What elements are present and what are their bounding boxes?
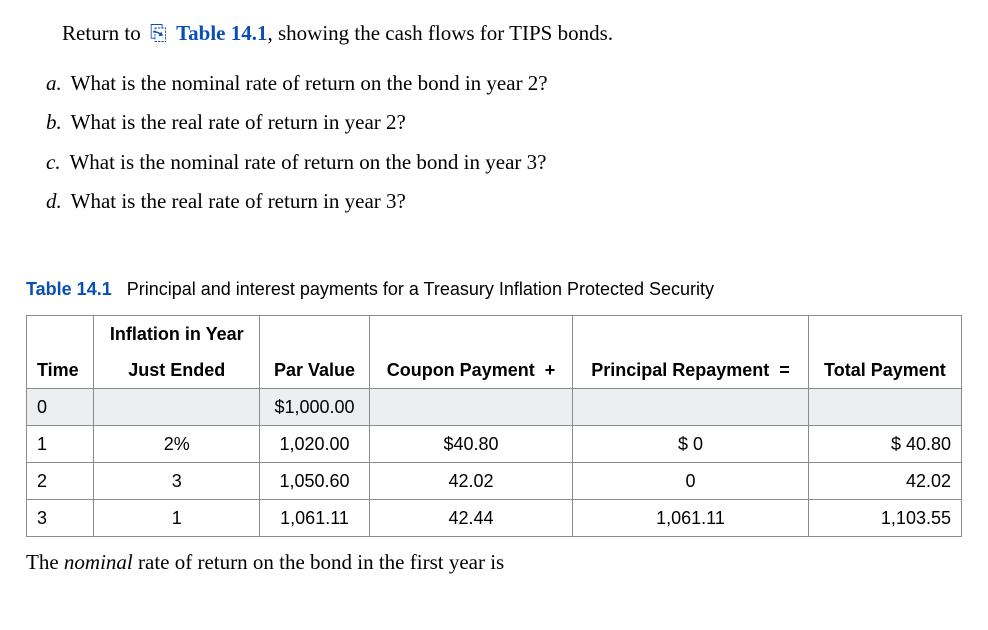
intro-sentence: Return to ⎘ Table 14.1, showing the cash… [62, 18, 962, 50]
question-line: c. What is the nominal rate of return on… [46, 147, 962, 179]
cell-total: 1,103.55 [808, 499, 961, 536]
table-caption: Table 14.1 Principal and interest paymen… [26, 276, 962, 303]
th-coupon: Coupon Payment + [369, 315, 572, 388]
cell-par: 1,050.60 [260, 462, 370, 499]
cell-total [808, 388, 961, 425]
cell-total: 42.02 [808, 462, 961, 499]
cell-time: 3 [27, 499, 94, 536]
cell-principal: $ 0 [573, 425, 809, 462]
question-text: What is the real rate of return in year … [66, 189, 406, 213]
plus-symbol: + [545, 360, 556, 380]
question-letter: d. [46, 189, 62, 213]
th-infl-l1: Inflation in Year [94, 315, 260, 352]
cell-par: $1,000.00 [260, 388, 370, 425]
question-text: What is the nominal rate of return on th… [65, 150, 547, 174]
cell-inflation: 1 [94, 499, 260, 536]
question-letter: c. [46, 150, 61, 174]
cell-time: 1 [27, 425, 94, 462]
footer-pre: The [26, 550, 64, 574]
cell-coupon: $40.80 [369, 425, 572, 462]
question-line: a. What is the nominal rate of return on… [46, 68, 962, 100]
th-coupon-text: Coupon Payment [387, 360, 535, 380]
table-link[interactable]: Table 14.1 [176, 21, 267, 45]
question-text: What is the nominal rate of return on th… [66, 71, 548, 95]
cell-time: 2 [27, 462, 94, 499]
cell-total: $ 40.80 [808, 425, 961, 462]
footer-ital: nominal [64, 550, 133, 574]
question-text: What is the real rate of return in year … [66, 110, 406, 134]
eq-symbol: = [779, 360, 790, 380]
table-row: 311,061.1142.441,061.111,103.55 [27, 499, 962, 536]
footer-sentence: The nominal rate of return on the bond i… [26, 547, 962, 579]
table-row: 231,050.6042.02042.02 [27, 462, 962, 499]
th-par: Par Value [260, 315, 370, 388]
cell-inflation: 3 [94, 462, 260, 499]
cell-inflation: 2% [94, 425, 260, 462]
question-line: d. What is the real rate of return in ye… [46, 186, 962, 218]
cell-principal [573, 388, 809, 425]
cell-par: 1,020.00 [260, 425, 370, 462]
external-link-icon: ⎘ [150, 21, 167, 45]
cell-principal: 0 [573, 462, 809, 499]
table-row: 0 $1,000.00 [27, 388, 962, 425]
question-letter: b. [46, 110, 62, 134]
cell-coupon [369, 388, 572, 425]
th-time: Time [27, 315, 94, 388]
cell-principal: 1,061.11 [573, 499, 809, 536]
question-line: b. What is the real rate of return in ye… [46, 107, 962, 139]
th-principal: Principal Repayment = [573, 315, 809, 388]
intro-prefix: Return to [62, 21, 141, 45]
tips-table: Time Inflation in Year Par Value Coupon … [26, 315, 962, 537]
cell-coupon: 42.02 [369, 462, 572, 499]
table-label: Table 14.1 [26, 279, 112, 299]
cell-par: 1,061.11 [260, 499, 370, 536]
table-row: 12%1,020.00$40.80$ 0$ 40.80 [27, 425, 962, 462]
cell-coupon: 42.44 [369, 499, 572, 536]
table-caption-text: Principal and interest payments for a Tr… [127, 279, 714, 299]
th-principal-text: Principal Repayment [591, 360, 769, 380]
th-infl-l2: Just Ended [94, 352, 260, 389]
th-total: Total Payment [808, 315, 961, 388]
question-letter: a. [46, 71, 62, 95]
intro-suffix: , showing the cash flows for TIPS bonds. [267, 21, 613, 45]
cell-time: 0 [27, 388, 94, 425]
footer-post: rate of return on the bond in the first … [133, 550, 504, 574]
cell-inflation [94, 388, 260, 425]
